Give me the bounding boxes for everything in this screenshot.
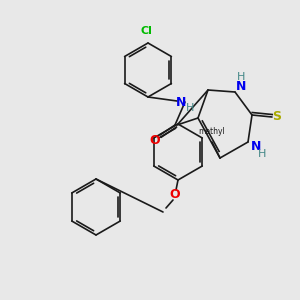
- Text: H: H: [186, 103, 194, 113]
- Text: Cl: Cl: [140, 26, 152, 36]
- Text: O: O: [170, 188, 180, 200]
- Text: H: H: [237, 72, 245, 82]
- Text: N: N: [176, 95, 186, 109]
- Text: N: N: [236, 80, 246, 92]
- Text: S: S: [272, 110, 281, 122]
- Text: methyl: methyl: [199, 127, 225, 136]
- Text: H: H: [258, 149, 266, 159]
- Text: N: N: [251, 140, 261, 152]
- Text: O: O: [150, 134, 160, 148]
